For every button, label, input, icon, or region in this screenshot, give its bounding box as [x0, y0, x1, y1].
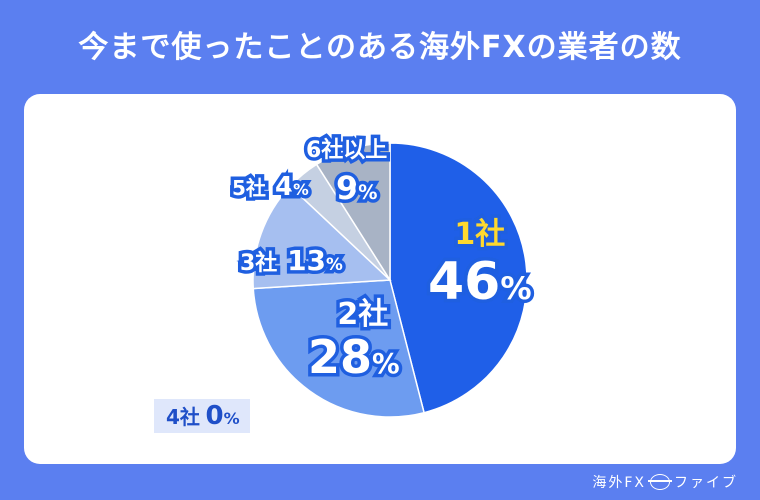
- pie-slice-3: [252, 185, 392, 290]
- brand-footer: 海外FX ファイブ: [592, 472, 738, 492]
- label-slice-4: 4社 0%: [154, 399, 250, 433]
- label-slice-6-name: 6社以上: [302, 136, 390, 165]
- label-slice-5: 5社 4%: [229, 171, 313, 204]
- label-slice-1: 1社 46%: [424, 216, 535, 312]
- label-slice-6-value: 9%: [332, 169, 381, 208]
- globe-icon: [648, 474, 672, 490]
- brand-right-text: ファイブ: [674, 475, 738, 491]
- label-slice-2: 2社 28%: [304, 296, 403, 384]
- label-slice-3: 3社 13%: [236, 243, 346, 278]
- page-title: 今まで使ったことのある海外FXの業者の数: [78, 30, 682, 65]
- pie-slice-1: [389, 142, 528, 414]
- pie-slice-6: [315, 142, 391, 283]
- brand-left-text: 海外FX: [592, 475, 646, 491]
- pie-slice-2: [252, 279, 425, 418]
